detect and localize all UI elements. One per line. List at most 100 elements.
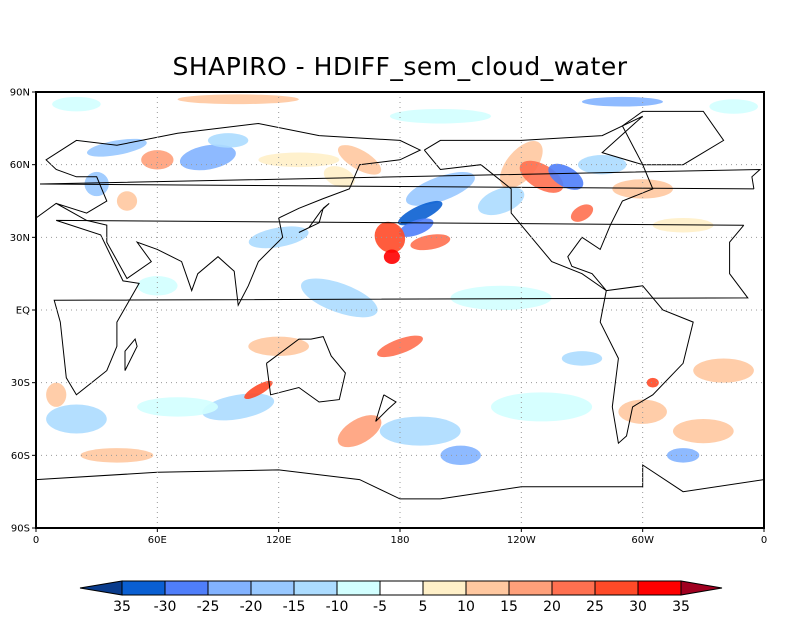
colorbar-box bbox=[293, 580, 338, 596]
field-contour bbox=[202, 393, 275, 421]
colorbar-box bbox=[379, 580, 424, 596]
lat-label: 30N bbox=[10, 233, 30, 244]
field-contour bbox=[398, 200, 443, 226]
colorbar-box bbox=[164, 580, 209, 596]
field-contour bbox=[137, 397, 218, 417]
field-contour bbox=[693, 358, 754, 383]
field-contour bbox=[248, 336, 309, 357]
field-contour bbox=[491, 392, 593, 422]
lon-label: 120W bbox=[507, 535, 536, 546]
field-contour bbox=[337, 145, 382, 175]
colorbar-box bbox=[250, 580, 295, 596]
field-contour bbox=[207, 133, 249, 148]
field-contour bbox=[570, 204, 594, 222]
colorbar-box bbox=[594, 580, 639, 596]
colorbar-box bbox=[465, 580, 510, 596]
coastline bbox=[375, 394, 397, 422]
field-contour bbox=[46, 404, 107, 434]
plot-title: SHAPIRO - HDIFF_sem_cloud_water bbox=[172, 52, 628, 81]
lon-label: 120E bbox=[266, 535, 291, 546]
colorbar-label: -5 bbox=[373, 599, 387, 615]
coastline bbox=[35, 464, 765, 500]
colorbar-label: 20 bbox=[543, 599, 561, 615]
colorbar: 35 -30 -25 -20 -15 -10 -5 5 10 15 20 25 30 35 bbox=[79, 580, 723, 615]
field-contour bbox=[141, 150, 174, 170]
lat-label: 60S bbox=[11, 451, 30, 462]
lon-labels: 0 60E 120E 180 120W 60W 0 bbox=[33, 528, 767, 546]
colorbar-box bbox=[422, 580, 467, 596]
field-contour bbox=[519, 160, 564, 193]
colorbar-box bbox=[121, 580, 166, 596]
field-contour bbox=[618, 399, 667, 424]
field-contour bbox=[389, 108, 492, 124]
lon-label: 60W bbox=[631, 535, 654, 546]
field-contour bbox=[405, 172, 475, 206]
field-contour bbox=[86, 138, 147, 157]
field-contour bbox=[673, 419, 734, 444]
lat-label: 30S bbox=[11, 378, 30, 389]
field-contour bbox=[179, 144, 236, 171]
coastline bbox=[266, 336, 346, 403]
field-contour bbox=[244, 380, 273, 400]
lat-label: 90N bbox=[10, 88, 30, 99]
field-contour bbox=[646, 377, 659, 388]
field-contour bbox=[377, 335, 423, 358]
colorbar-label: 15 bbox=[500, 599, 518, 615]
field-contour bbox=[709, 99, 758, 114]
colorbar-box bbox=[336, 580, 381, 596]
colorbar-label: -15 bbox=[283, 599, 306, 615]
coastline bbox=[599, 285, 694, 445]
colorbar-box bbox=[508, 580, 553, 596]
lat-label: EQ bbox=[16, 306, 30, 317]
colorbar-label: 25 bbox=[586, 599, 604, 615]
field-contour bbox=[612, 179, 674, 199]
field-contour bbox=[52, 96, 101, 112]
field-contour bbox=[410, 234, 451, 251]
field-shading bbox=[46, 94, 758, 466]
coastline bbox=[39, 168, 762, 190]
field-contour bbox=[666, 448, 700, 463]
colorbar-box bbox=[207, 580, 252, 596]
field-contour bbox=[577, 154, 627, 175]
colorbar-label: -25 bbox=[197, 599, 220, 615]
field-contour bbox=[379, 416, 461, 446]
colorbar-label: 10 bbox=[457, 599, 475, 615]
lat-label: 90S bbox=[11, 524, 30, 535]
field-contour bbox=[477, 186, 525, 216]
colorbar-label: -30 bbox=[154, 599, 177, 615]
field-contour bbox=[46, 382, 67, 407]
colorbar-low-triangle bbox=[79, 580, 123, 596]
colorbar-label: 5 bbox=[419, 599, 428, 615]
lat-labels: 90N 60N 30N EQ 30S 60S 90S bbox=[10, 88, 36, 535]
field-contour bbox=[548, 163, 584, 190]
coastline bbox=[124, 338, 138, 371]
lat-label: 60N bbox=[10, 160, 30, 171]
colorbar-label: 35 bbox=[672, 599, 690, 615]
colorbar-label: -10 bbox=[326, 599, 349, 615]
lon-label: 0 bbox=[33, 535, 39, 546]
lon-label: 180 bbox=[390, 535, 409, 546]
colorbar-label: 35 bbox=[113, 599, 131, 615]
field-contour bbox=[374, 221, 406, 253]
field-contour bbox=[561, 351, 603, 366]
field-contour bbox=[337, 415, 382, 448]
field-contour bbox=[137, 276, 178, 296]
field-contour bbox=[323, 166, 355, 188]
colorbar-label: -20 bbox=[240, 599, 263, 615]
lon-label: 60E bbox=[148, 535, 167, 546]
lon-label: 0 bbox=[761, 535, 767, 546]
coastline bbox=[35, 122, 422, 307]
colorbar-high-triangle bbox=[680, 580, 723, 596]
field-contour bbox=[116, 191, 138, 211]
field-contour bbox=[301, 278, 378, 318]
coastline bbox=[423, 115, 654, 292]
field-contour bbox=[258, 152, 340, 168]
coastline bbox=[298, 203, 330, 233]
field-contour bbox=[177, 94, 299, 105]
field-contour bbox=[440, 445, 481, 466]
coastline bbox=[621, 110, 725, 166]
colorbar-box bbox=[637, 580, 682, 596]
colorbar-box bbox=[551, 580, 596, 596]
field-contour bbox=[582, 96, 663, 107]
